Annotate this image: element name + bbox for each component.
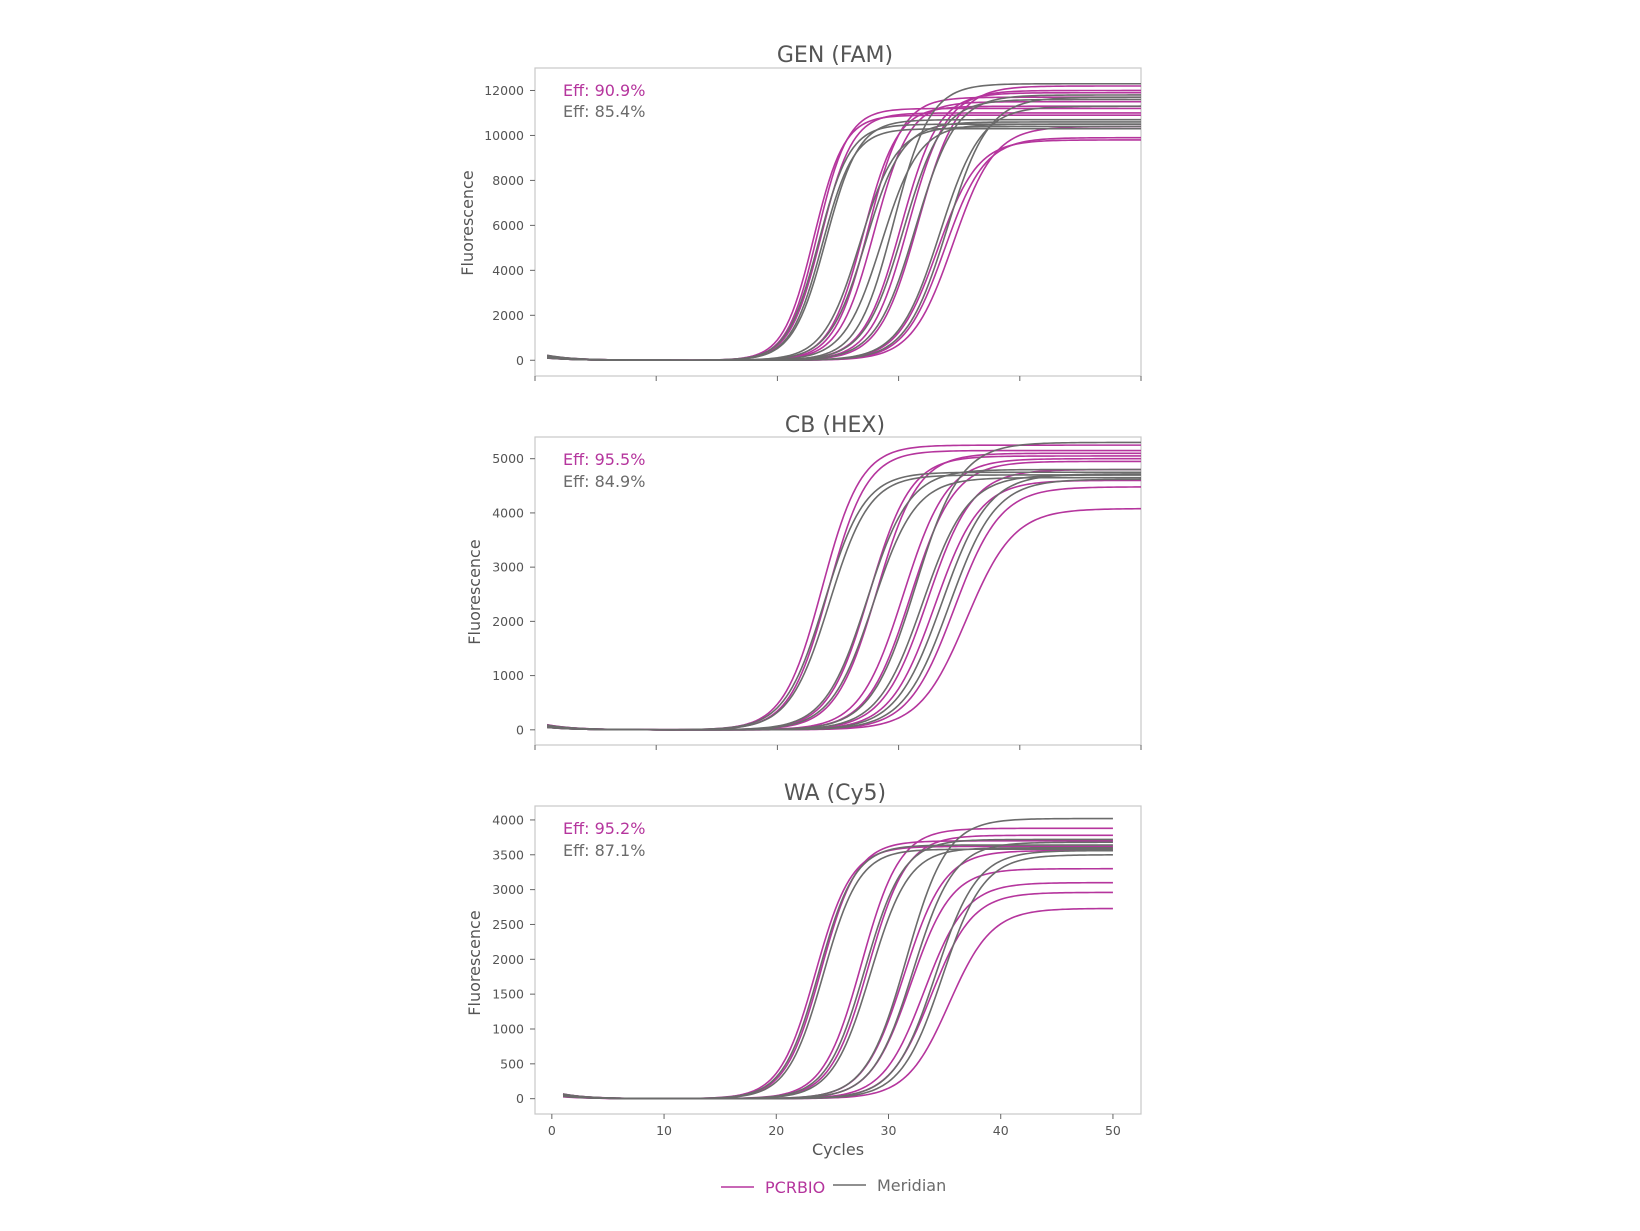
panel-title: CB (HEX) bbox=[785, 413, 885, 438]
pcrbio-curve bbox=[547, 460, 1141, 731]
x-tick-label: 10 bbox=[656, 1123, 672, 1138]
y-tick-label: 4000 bbox=[492, 263, 524, 278]
meridian-curve bbox=[547, 478, 1142, 731]
y-axis: 0 1000 2000 3000 4000 5000 bbox=[492, 451, 535, 737]
pcrbio-curve bbox=[547, 136, 1141, 362]
curves-group bbox=[546, 441, 1142, 731]
plot-frame bbox=[534, 436, 1142, 746]
pcrbio-curve bbox=[562, 891, 1113, 1100]
y-axis-label: Fluorescence bbox=[458, 170, 477, 275]
pcrbio-curve bbox=[547, 112, 1141, 362]
y-tick-label: 1000 bbox=[492, 668, 524, 683]
meridian-curve bbox=[547, 468, 1141, 731]
eff-pcrbio-label: Eff: 95.2% bbox=[563, 819, 645, 838]
curves-group bbox=[546, 82, 1142, 362]
meridian-curve bbox=[546, 471, 1141, 731]
meridian-curve bbox=[547, 118, 1141, 362]
x-tick-label: 0 bbox=[548, 1123, 556, 1138]
panel-title: WA (Cy5) bbox=[784, 781, 886, 806]
y-tick-label: 0 bbox=[516, 353, 524, 368]
pcrbio-curve bbox=[547, 449, 1141, 731]
pcrbio-curve bbox=[547, 139, 1141, 362]
meridian-curve bbox=[547, 96, 1141, 362]
y-tick-label: 3500 bbox=[492, 847, 524, 862]
x-axis bbox=[534, 376, 1142, 381]
x-tick-label: 30 bbox=[881, 1123, 897, 1138]
y-tick-label: 1000 bbox=[492, 1021, 524, 1036]
x-axis: 0 10 20 30 40 50 bbox=[548, 1114, 1121, 1138]
legend: PCRBIO Meridian bbox=[721, 1176, 946, 1197]
y-tick-label: 3000 bbox=[492, 882, 524, 897]
y-tick-label: 2000 bbox=[492, 614, 524, 629]
y-tick-label: 10000 bbox=[484, 128, 524, 143]
legend-label-meridian: Meridian bbox=[877, 1176, 946, 1195]
meridian-curve bbox=[562, 847, 1113, 1100]
x-tick-label: 40 bbox=[993, 1123, 1009, 1138]
pcrbio-curve bbox=[546, 468, 1142, 731]
meridian-curve bbox=[562, 854, 1113, 1100]
y-tick-label: 2500 bbox=[492, 917, 524, 932]
y-axis-label: Fluorescence bbox=[465, 910, 484, 1015]
panel-title: GEN (FAM) bbox=[777, 43, 893, 68]
panel-wa-cy5: WA (Cy5) 0 10 20 30 40 50 0 500 1000 1500 2000 250… bbox=[465, 781, 1142, 1159]
pcrbio-curve bbox=[547, 479, 1141, 731]
legend-label-pcrbio: PCRBIO bbox=[765, 1178, 825, 1197]
eff-meridian-label: Eff: 84.9% bbox=[563, 472, 645, 491]
panel-gen-fam: GEN (FAM) 0 2000 4000 6000 8000 10000 12000 Fl… bbox=[458, 43, 1142, 381]
y-tick-label: 4000 bbox=[492, 812, 524, 827]
eff-pcrbio-label: Eff: 95.5% bbox=[563, 450, 645, 469]
x-tick-label: 50 bbox=[1105, 1123, 1121, 1138]
pcrbio-curve bbox=[563, 907, 1113, 1100]
y-tick-label: 500 bbox=[500, 1056, 524, 1071]
plot-frame bbox=[534, 805, 1142, 1115]
meridian-curve bbox=[546, 82, 1141, 362]
pcrbio-curve bbox=[547, 486, 1142, 731]
x-axis-label: Cycles bbox=[812, 1140, 864, 1159]
y-tick-label: 4000 bbox=[492, 505, 524, 520]
x-tick-label: 20 bbox=[768, 1123, 784, 1138]
meridian-curve bbox=[546, 473, 1142, 731]
y-tick-label: 0 bbox=[516, 1091, 524, 1106]
y-tick-label: 1500 bbox=[492, 987, 524, 1002]
y-tick-label: 3000 bbox=[492, 560, 524, 575]
y-tick-label: 8000 bbox=[492, 173, 524, 188]
eff-meridian-label: Eff: 85.4% bbox=[563, 102, 645, 121]
curves-group bbox=[562, 817, 1113, 1100]
y-tick-label: 2000 bbox=[492, 308, 524, 323]
eff-pcrbio-label: Eff: 90.9% bbox=[563, 81, 645, 100]
meridian-curve bbox=[562, 817, 1113, 1100]
y-tick-label: 0 bbox=[516, 722, 524, 737]
y-tick-label: 2000 bbox=[492, 952, 524, 967]
eff-meridian-label: Eff: 87.1% bbox=[563, 841, 645, 860]
y-axis: 0 2000 4000 6000 8000 10000 12000 bbox=[484, 83, 535, 368]
y-tick-label: 12000 bbox=[484, 83, 524, 98]
y-tick-label: 6000 bbox=[492, 218, 524, 233]
pcrbio-curve bbox=[547, 457, 1141, 731]
pcrbio-curve bbox=[546, 114, 1141, 361]
panel-cb-hex: CB (HEX) 0 1000 2000 3000 4000 5000 Fluoresce… bbox=[465, 413, 1142, 750]
x-axis bbox=[534, 745, 1142, 750]
y-axis: 0 500 1000 1500 2000 2500 3000 3500 4000 bbox=[492, 812, 535, 1106]
y-tick-label: 5000 bbox=[492, 451, 524, 466]
y-axis-label: Fluorescence bbox=[465, 539, 484, 644]
plot-frame bbox=[534, 67, 1142, 377]
pcrbio-curve bbox=[547, 455, 1141, 731]
pcrbio-curve bbox=[546, 452, 1141, 731]
